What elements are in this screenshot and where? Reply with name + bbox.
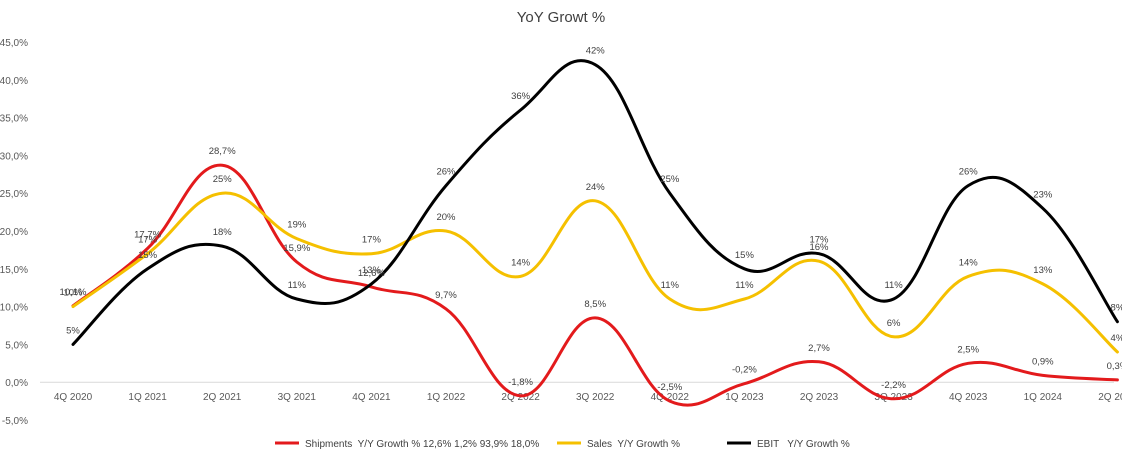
ebit-data-label: 26%	[959, 167, 979, 178]
shipments-data-label: 28,7%	[209, 146, 236, 157]
x-tick-label: 2Q 2021	[203, 392, 242, 403]
shipments-data-label: 9,7%	[435, 290, 457, 301]
ebit-data-label: 5%	[66, 325, 80, 336]
x-tick-label: 2Q 2023	[800, 392, 839, 403]
sales-data-label: 17%	[138, 235, 158, 246]
y-tick-label: -5,0%	[2, 416, 28, 427]
series-lines	[71, 59, 1119, 407]
x-tick-label: 3Q 2022	[576, 392, 615, 403]
ebit-data-label: 42%	[586, 46, 606, 57]
shipments-data-label: 2,5%	[957, 344, 979, 355]
ebit-data-label: 36%	[511, 91, 531, 102]
sales-legend-label: Sales Y/Y Growth %	[587, 439, 680, 450]
ebit-data-label: 18%	[213, 227, 233, 238]
shipments-data-label: 15,9%	[283, 243, 310, 254]
x-axis: 4Q 2020 1Q 2021 2Q 2021 3Q 2021 4Q 2021 1Q 20…	[40, 381, 1122, 403]
y-tick-label: 30,0%	[0, 151, 28, 162]
ebit-data-label: 13%	[362, 265, 382, 276]
sales-data-label: 11%	[735, 280, 754, 291]
shipments-data-label: -2,5%	[657, 382, 682, 393]
ebit-data-label: 25%	[660, 174, 680, 185]
shipments-data-label: 10,1%	[60, 287, 87, 298]
x-tick-label: 3Q 2021	[278, 392, 317, 403]
data-labels: 10,1% 17,7% 28,7% 15,9% 12,6% 9,7% -1,8% 8,5% -2…	[60, 46, 1122, 393]
x-tick-label: 1Q 2024	[1024, 392, 1063, 403]
sales-data-label: 25%	[213, 174, 233, 185]
sales-series-line	[71, 191, 1119, 354]
sales-data-label: 20%	[436, 212, 456, 223]
ebit-data-label: 15%	[735, 250, 755, 261]
y-tick-label: 15,0%	[0, 265, 28, 276]
sales-data-label: 14%	[959, 257, 979, 268]
y-tick-label: 5,0%	[5, 340, 28, 351]
ebit-data-label: 11%	[288, 280, 307, 291]
y-tick-label: 25,0%	[0, 189, 28, 200]
shipments-data-label: 0,9%	[1032, 356, 1054, 367]
y-tick-label: 10,0%	[0, 303, 28, 314]
sales-data-label: 13%	[1033, 265, 1053, 276]
ebit-data-label: 15%	[138, 250, 158, 261]
x-tick-label: 1Q 2022	[427, 392, 466, 403]
x-tick-label: 4Q 2023	[949, 392, 988, 403]
x-tick-label: 2Q 2024	[1098, 392, 1122, 403]
sales-data-label: 24%	[586, 182, 606, 193]
ebit-data-label: 26%	[436, 167, 456, 178]
x-tick-label: 1Q 2023	[725, 392, 764, 403]
x-tick-label: 1Q 2021	[128, 392, 167, 403]
ebit-data-label: 17%	[809, 235, 829, 246]
y-tick-label: 45,0%	[0, 38, 28, 49]
ebit-legend-label: EBIT Y/Y Growth %	[757, 439, 850, 450]
ebit-data-label: 23%	[1033, 189, 1053, 200]
chart-title: YoY Growt %	[517, 9, 605, 26]
shipments-series-line	[71, 163, 1119, 407]
x-tick-label: 2Q 2022	[501, 392, 540, 403]
sales-data-label: 14%	[511, 257, 531, 268]
shipments-data-label: 0,3%	[1107, 361, 1122, 372]
x-tick-label: 4Q 2022	[651, 392, 690, 403]
y-tick-label: 0,0%	[5, 378, 28, 389]
shipments-data-label: 8,5%	[584, 299, 606, 310]
shipments-data-label: 12,6%	[358, 268, 385, 279]
shipments-data-label: 17,7%	[134, 229, 161, 240]
sales-data-label: 11%	[661, 280, 680, 291]
ebit-data-label: 8%	[1111, 303, 1122, 314]
shipments-data-label: -2,2%	[881, 380, 906, 391]
sales-data-label: 17%	[362, 235, 382, 246]
sales-data-label: 10%	[63, 288, 83, 299]
y-tick-label: 35,0%	[0, 114, 28, 125]
shipments-data-label: -0,2%	[732, 365, 757, 376]
x-tick-label: 4Q 2021	[352, 392, 391, 403]
shipments-data-label: -1,8%	[508, 377, 533, 388]
shipments-data-label: 2,7%	[808, 343, 830, 354]
y-axis: -5,0% 0,0% 5,0% 10,0% 15,0% 20,0% 25,0% 30,0% 35…	[0, 38, 28, 427]
ebit-data-label: 11%	[884, 280, 903, 291]
x-tick-label: 4Q 2020	[54, 392, 93, 403]
shipments-legend-label: Shipments Y/Y Growth % 12,6% 1,2% 93,9% …	[305, 439, 539, 450]
sales-data-label: 19%	[287, 220, 307, 231]
sales-data-label: 16%	[809, 242, 829, 253]
y-tick-label: 40,0%	[0, 76, 28, 87]
sales-data-label: 6%	[887, 318, 901, 329]
y-tick-label: 20,0%	[0, 227, 28, 238]
ebit-series-line	[71, 59, 1119, 346]
legend: Shipments Y/Y Growth % 12,6% 1,2% 93,9% …	[275, 439, 850, 450]
sales-data-label: 4%	[1111, 333, 1122, 344]
